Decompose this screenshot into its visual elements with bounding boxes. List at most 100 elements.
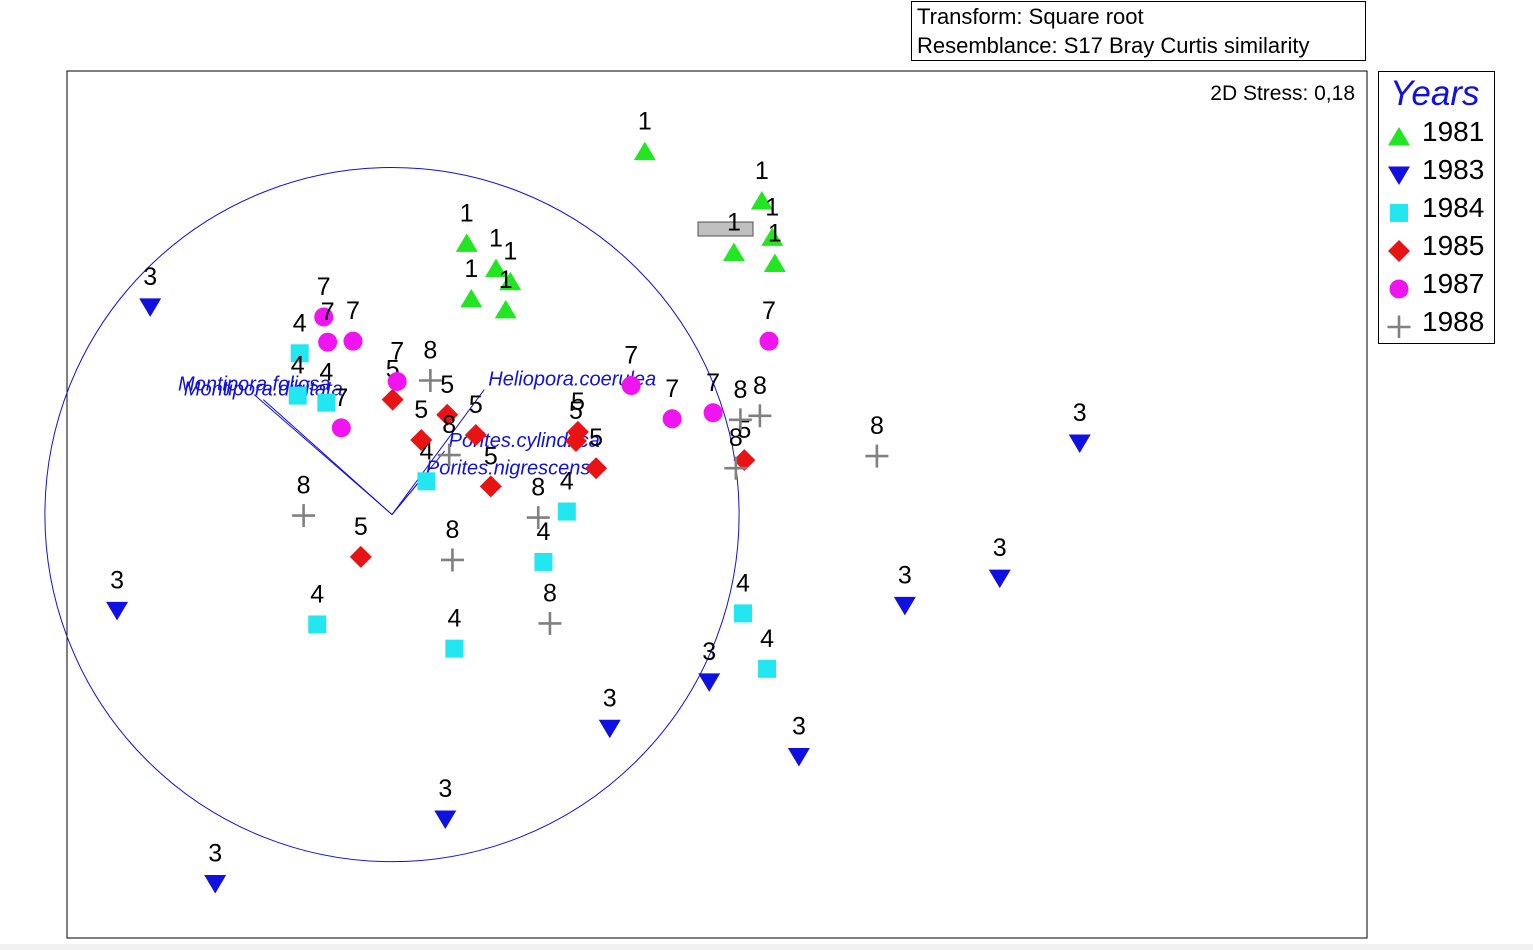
data-point-1984 [290, 344, 309, 363]
data-point-1985 [479, 475, 502, 498]
data-point-1987 [759, 331, 779, 351]
data-point-1988 [538, 611, 562, 635]
vector-label: Porites.cylindrica [449, 430, 600, 452]
legend-label: 1984 [1422, 192, 1485, 223]
point-label: 3 [110, 566, 124, 594]
data-point-1983 [988, 569, 1011, 589]
point-label: 8 [870, 412, 884, 440]
data-point-1983 [139, 298, 162, 317]
point-label: 4 [310, 580, 324, 608]
data-point-1984 [758, 659, 777, 678]
vector-line [391, 389, 485, 515]
point-label: 3 [792, 713, 806, 741]
data-point-1987 [331, 418, 351, 438]
data-point-1988 [728, 408, 752, 432]
legend-item-1988: 1988 [1379, 306, 1496, 342]
legend: Years 1981 1983 1984 1985 1987 1988 [1378, 71, 1495, 344]
point-label: 7 [390, 338, 404, 366]
legend-symbol [1387, 315, 1411, 338]
data-point-1981 [499, 271, 522, 291]
transform-label: Transform: Square root [917, 4, 1144, 29]
legend-item-1985: 1985 [1379, 230, 1496, 266]
data-point-1984 [288, 386, 307, 405]
point-label: 7 [706, 369, 720, 397]
point-label: 4 [447, 605, 461, 633]
data-point-1981 [633, 141, 656, 161]
data-point-1985 [564, 429, 587, 452]
diamond-icon [1388, 240, 1410, 262]
point-label: 1 [489, 225, 503, 253]
data-point-1988 [292, 504, 316, 528]
point-label: 4 [736, 569, 750, 597]
legend-symbol [1388, 240, 1410, 262]
point-label: 5 [484, 442, 498, 470]
point-label: 3 [993, 534, 1007, 562]
data-point-1984 [308, 615, 327, 634]
data-point-1981 [722, 242, 745, 261]
data-point-1985 [733, 449, 756, 472]
legend-item-1984: 1984 [1379, 192, 1496, 228]
point-label: 8 [445, 516, 459, 544]
vector-line [262, 399, 393, 515]
point-label: 7 [665, 375, 679, 403]
triangle-down-icon [1388, 166, 1410, 185]
data-point-1988 [437, 443, 461, 467]
data-point-1983 [1068, 434, 1091, 454]
legend-title: Years [1390, 74, 1480, 113]
resemblance-label: Resemblance: S17 Bray Curtis similarity [917, 33, 1310, 58]
data-point-1988 [440, 548, 464, 572]
legend-item-1981: 1981 [1379, 116, 1496, 152]
point-label: 1 [765, 193, 779, 221]
point-label: 8 [543, 579, 557, 607]
point-label: 7 [321, 298, 335, 326]
data-point-1983 [893, 596, 916, 616]
vector-label: Porites.nigrescens [426, 457, 591, 479]
data-point-1983 [204, 875, 227, 894]
data-point-1987 [703, 403, 723, 423]
bottom-strip [0, 944, 1533, 950]
legend-label: 1985 [1422, 230, 1485, 261]
legend-item-1983: 1983 [1379, 154, 1496, 190]
legend-label: 1981 [1422, 116, 1485, 147]
point-label: 5 [571, 388, 585, 416]
data-point-1988 [748, 404, 772, 428]
legend-label: 1988 [1422, 306, 1485, 337]
point-label: 8 [297, 472, 311, 500]
data-point-1983 [698, 673, 721, 692]
data-point-1984 [557, 502, 576, 521]
point-label: 1 [755, 157, 769, 185]
point-label: 1 [460, 199, 474, 227]
circle-icon [1389, 279, 1409, 299]
data-point-1987 [314, 307, 334, 327]
point-label: 5 [440, 371, 454, 399]
point-label: 1 [499, 266, 513, 294]
point-label: 8 [733, 376, 747, 404]
data-point-1985 [410, 428, 433, 451]
data-point-1984 [534, 552, 553, 571]
point-label: 5 [414, 396, 428, 424]
square-icon [1390, 204, 1408, 222]
point-label: 8 [531, 474, 545, 502]
data-point-1981 [485, 258, 507, 278]
point-label: 3 [143, 263, 157, 291]
point-label: 8 [729, 424, 743, 452]
point-label: 3 [208, 840, 222, 868]
point-label: 8 [442, 411, 456, 439]
point-label: 7 [346, 297, 360, 325]
point-label: 7 [624, 342, 638, 370]
point-label: 4 [760, 625, 774, 653]
plot-frame [66, 70, 1368, 939]
data-point-1985 [381, 388, 404, 411]
point-label: 5 [469, 391, 483, 419]
vector-line [391, 477, 423, 515]
point-label: 3 [898, 561, 912, 589]
data-point-1983 [106, 601, 129, 621]
data-point-1988 [724, 456, 748, 480]
data-point-1983 [787, 748, 810, 767]
data-point-1987 [662, 409, 682, 429]
point-label: 4 [319, 359, 333, 387]
legend-symbol [1390, 204, 1408, 222]
triangle-up-icon [1388, 127, 1410, 146]
data-point-1985 [349, 545, 372, 568]
